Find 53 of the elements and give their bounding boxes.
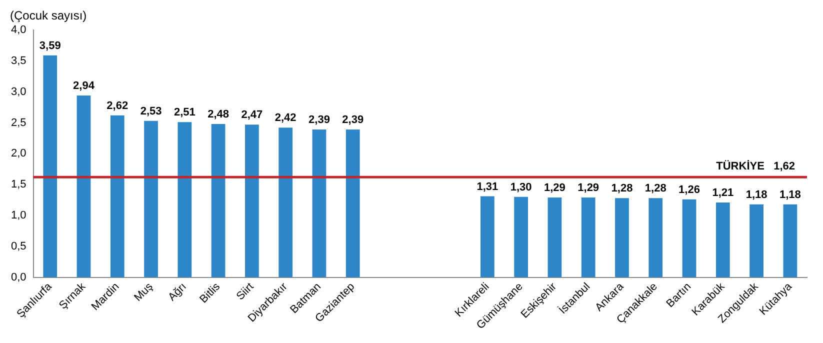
bar [750,204,764,278]
bar [480,196,494,278]
data-label: 2,39 [342,114,364,126]
bar [110,115,124,278]
bar [178,122,192,278]
bar [548,198,562,278]
data-label: 1,30 [510,181,532,194]
data-label: 2,39 [308,114,330,126]
y-tick-label: 1,5 [10,178,26,191]
y-tick-label: 1,0 [10,210,26,222]
bar [43,55,58,278]
bar [144,120,158,278]
data-label: 2,48 [208,108,230,120]
data-label: 2,47 [241,109,263,122]
bar [346,130,360,278]
bar [514,196,528,278]
data-label: 1,28 [644,182,666,195]
bar [312,130,326,278]
bar [716,202,730,278]
data-label: 1,31 [476,180,498,193]
bar [682,199,696,278]
bar [278,128,293,278]
y-tick-label: 0,5 [10,240,26,252]
y-tick-label: 3,5 [10,54,26,67]
data-label: 1,26 [678,184,700,196]
ref-line-label: TÜRKİYE 1,62 [716,160,795,173]
bar [615,198,629,278]
bar [648,198,663,278]
bar [581,198,596,278]
data-label: 2,51 [174,106,196,119]
y-tick-label: 2,0 [10,148,26,160]
data-label: 2,53 [140,105,162,118]
data-label: 2,42 [274,112,296,124]
y-tick-label: 2,5 [10,116,26,129]
data-label: 1,21 [712,187,734,200]
bar [211,124,226,278]
bar [783,204,798,278]
data-label: 1,28 [611,182,633,195]
data-label: 2,94 [73,80,96,92]
bar [76,96,91,278]
data-label: 1,29 [578,182,600,194]
bar [245,124,259,278]
y-axis-title: (Çocuk sayısı) [10,8,87,22]
data-label: 1,29 [544,182,566,194]
data-label: 1,18 [746,188,768,201]
x-tick-label: Ağrı [166,280,189,304]
data-label: 2,62 [106,100,128,112]
y-tick-label: 0,0 [10,271,26,284]
data-label: 1,18 [779,188,801,201]
data-label: 3,59 [39,40,61,52]
y-tick-label: 4,0 [10,24,26,36]
y-tick-label: 3,0 [10,86,26,98]
x-tick-label: Muş [132,280,156,304]
